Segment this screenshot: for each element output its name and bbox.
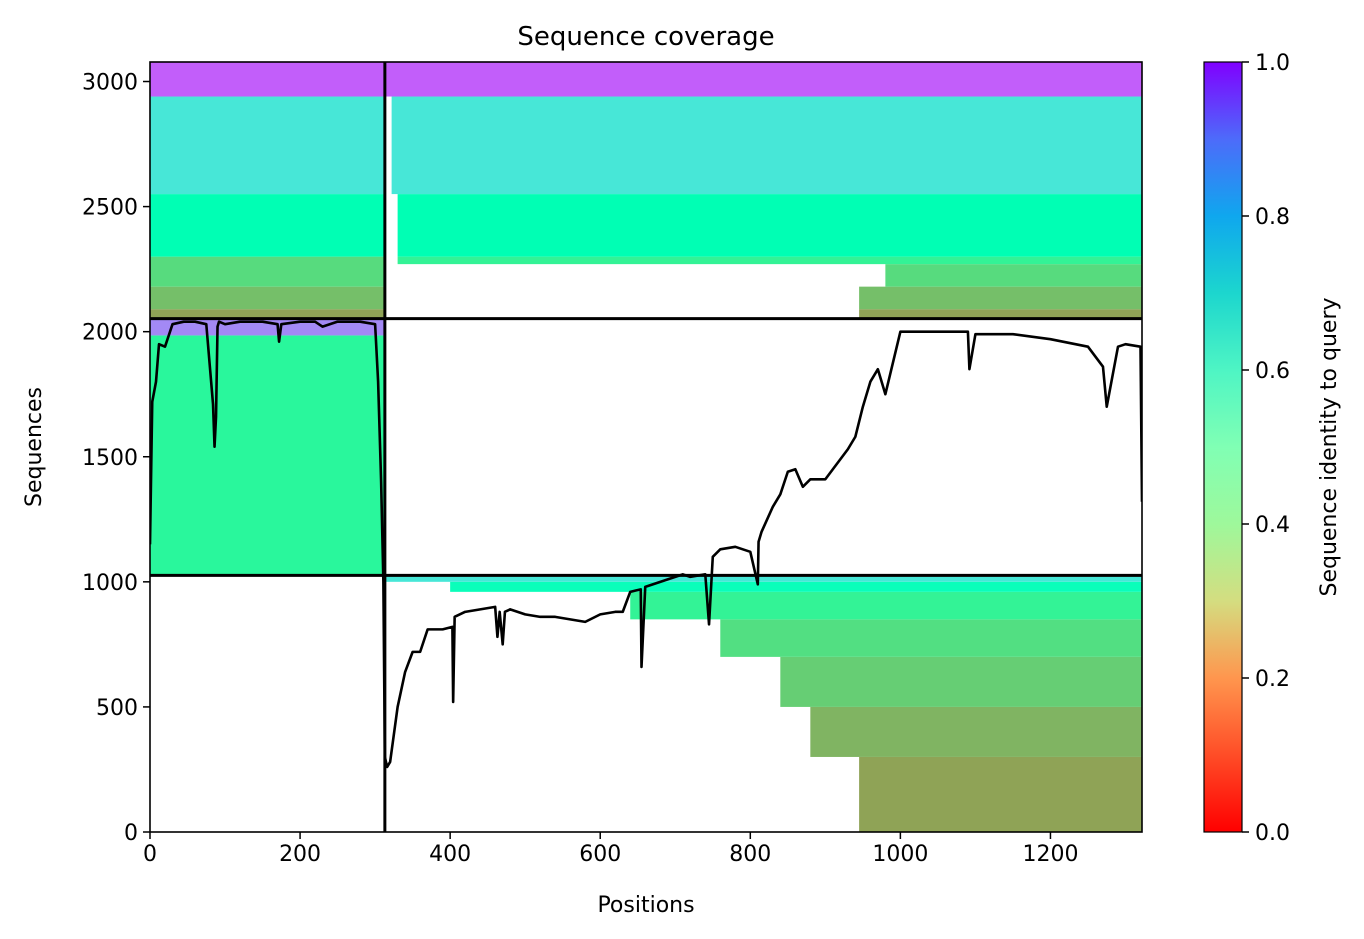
colorbar bbox=[1203, 61, 1243, 833]
y-tick-label: 0 bbox=[124, 821, 138, 846]
x-axis: 0 200 400 600 800 1000 1200 bbox=[143, 832, 1078, 867]
y-axis: 0 500 1000 1500 2000 2500 3000 bbox=[82, 71, 150, 846]
colorbar-tick-label: 1.0 bbox=[1255, 51, 1290, 76]
coverage-band bbox=[397, 194, 1142, 257]
colorbar-title: Sequence identity to query bbox=[1317, 297, 1342, 596]
coverage-band bbox=[859, 286, 1142, 310]
coverage-line-layer bbox=[150, 320, 1142, 769]
coverage-band bbox=[780, 656, 1142, 707]
coverage-band bbox=[630, 591, 1142, 620]
coverage-heatmap bbox=[150, 62, 1142, 832]
coverage-band bbox=[859, 756, 1142, 832]
coverage-band bbox=[150, 318, 385, 336]
colorbar-tick-label: 0.2 bbox=[1255, 667, 1290, 692]
x-tick-label: 400 bbox=[429, 842, 471, 867]
coverage-band bbox=[150, 256, 385, 287]
coverage-line bbox=[150, 320, 1142, 769]
colorbar-tick-label: 0.6 bbox=[1255, 359, 1290, 384]
coverage-band bbox=[720, 619, 1142, 657]
coverage-band bbox=[810, 706, 1142, 757]
coverage-band bbox=[150, 96, 385, 195]
colorbar-tick-label: 0.8 bbox=[1255, 205, 1290, 230]
coverage-band bbox=[384, 575, 1142, 582]
y-tick-label: 2000 bbox=[82, 321, 138, 346]
colorbar-tick-label: 0.0 bbox=[1255, 821, 1290, 846]
y-axis-title: Sequences bbox=[22, 387, 47, 507]
coverage-band bbox=[450, 581, 1142, 592]
coverage-band bbox=[885, 264, 1142, 287]
coverage-band bbox=[150, 335, 385, 576]
x-tick-label: 600 bbox=[579, 842, 621, 867]
x-tick-label: 800 bbox=[729, 842, 771, 867]
x-axis-title: Positions bbox=[597, 893, 694, 918]
y-tick-label: 2500 bbox=[82, 196, 138, 221]
coverage-band bbox=[859, 309, 1142, 319]
coverage-band bbox=[150, 194, 385, 257]
coverage-band bbox=[397, 256, 1142, 265]
coverage-band bbox=[391, 96, 1142, 195]
colorbar-tick-label: 0.4 bbox=[1255, 513, 1290, 538]
coverage-band bbox=[150, 62, 385, 97]
y-tick-label: 1500 bbox=[82, 446, 138, 471]
coverage-band bbox=[384, 62, 1142, 97]
y-tick-label: 1000 bbox=[82, 571, 138, 596]
x-tick-label: 0 bbox=[143, 842, 157, 867]
coverage-band bbox=[150, 286, 385, 310]
plot-frame bbox=[149, 61, 1143, 833]
coverage-band bbox=[150, 309, 385, 319]
y-tick-label: 500 bbox=[96, 696, 138, 721]
x-tick-label: 200 bbox=[279, 842, 321, 867]
x-tick-label: 1200 bbox=[1022, 842, 1078, 867]
y-tick-label: 3000 bbox=[82, 71, 138, 96]
chart-title: Sequence coverage bbox=[517, 22, 774, 52]
colorbar-axis: 0.0 0.2 0.4 0.6 0.8 1.0 bbox=[1242, 51, 1290, 846]
x-tick-label: 1000 bbox=[872, 842, 928, 867]
